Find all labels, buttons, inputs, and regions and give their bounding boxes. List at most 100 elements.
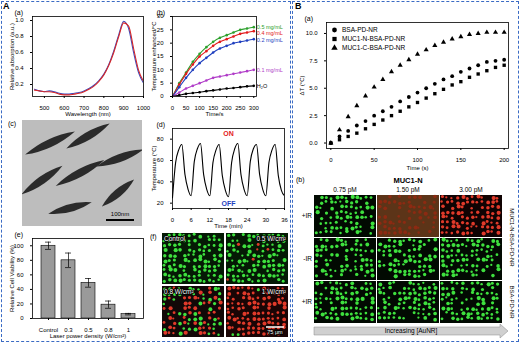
svg-text:40: 40 — [157, 179, 164, 185]
svg-text:0.1 mg/mL: 0.1 mg/mL — [257, 67, 283, 73]
svg-text:0.4 mg/mL: 0.4 mg/mL — [257, 30, 283, 36]
svg-text:50: 50 — [183, 105, 190, 111]
svg-text:20: 20 — [157, 40, 164, 46]
svg-text:0.2 mg/mL: 0.2 mg/mL — [257, 37, 283, 43]
svg-text:0: 0 — [171, 217, 175, 223]
svg-text:36: 36 — [281, 217, 288, 223]
svg-text:1.50 pM: 1.50 pM — [396, 186, 420, 194]
html-text:150 200: 150 200 — [208, 104, 232, 111]
svg-text:900: 900 — [119, 105, 130, 111]
svg-text:80: 80 — [157, 136, 164, 142]
svg-text:150: 150 — [456, 157, 467, 163]
svg-text:H₂O: H₂O — [257, 83, 268, 89]
svg-text:Time (min): Time (min) — [214, 223, 242, 229]
svg-text:(d): (d) — [157, 121, 166, 129]
svg-text:60: 60 — [157, 157, 164, 163]
svg-text:(a): (a) — [305, 15, 314, 23]
svg-text:Relative Cell Viability (%): Relative Cell Viability (%) — [9, 245, 15, 312]
svg-text:1000: 1000 — [137, 105, 151, 111]
svg-text:(b): (b) — [296, 176, 305, 184]
svg-text:MUC1-N-BSA-PD-NR: MUC1-N-BSA-PD-NR — [509, 208, 515, 267]
svg-text:700: 700 — [79, 104, 89, 111]
svg-text:50: 50 — [371, 157, 378, 163]
html-text:BSA-PD-NR: BSA-PD-NR — [342, 26, 378, 33]
svg-text:10: 10 — [157, 67, 164, 73]
svg-text:0: 0 — [171, 105, 175, 111]
svg-text:250: 250 — [235, 105, 246, 111]
svg-text:600: 600 — [59, 104, 70, 111]
svg-text:2.5: 2.5 — [309, 113, 318, 119]
svg-text:5.0: 5.0 — [309, 85, 318, 91]
svg-text:24: 24 — [244, 217, 251, 223]
svg-text:Wavelength (nm): Wavelength (nm) — [65, 111, 110, 117]
svg-text:MUC1-N: MUC1-N — [393, 176, 422, 185]
svg-text:0.6: 0.6 — [15, 49, 24, 55]
svg-text:20: 20 — [157, 200, 164, 206]
svg-text:15: 15 — [157, 53, 164, 59]
svg-text:12: 12 — [206, 217, 213, 223]
svg-text:0.5 W/cm²: 0.5 W/cm² — [256, 235, 286, 242]
svg-text:1 W/cm²: 1 W/cm² — [262, 288, 287, 295]
svg-text:10.0: 10.0 — [306, 30, 318, 36]
svg-text:Increasing [AuNR]: Increasing [AuNR] — [385, 327, 438, 335]
svg-text:-IR: -IR — [303, 255, 312, 262]
svg-text:30: 30 — [262, 217, 269, 223]
svg-text:200: 200 — [499, 157, 510, 163]
svg-text:40: 40 — [17, 286, 24, 292]
svg-text:(c): (c) — [8, 120, 16, 128]
svg-text:18: 18 — [225, 216, 232, 223]
svg-text:500: 500 — [39, 105, 50, 111]
svg-text:+IR: +IR — [302, 212, 313, 219]
svg-text:100: 100 — [412, 157, 423, 163]
svg-text:1: 1 — [127, 327, 131, 333]
svg-text:0.8: 0.8 — [104, 326, 113, 333]
svg-text:1.0: 1.0 — [15, 17, 24, 23]
svg-text:(f): (f) — [150, 233, 157, 241]
svg-text:80: 80 — [17, 257, 24, 263]
svg-text:60: 60 — [17, 272, 24, 278]
svg-text:ΔT (°C): ΔT (°C) — [299, 76, 305, 96]
svg-text:0: 0 — [329, 157, 333, 163]
svg-text:0.8 W/cm²: 0.8 W/cm² — [164, 288, 194, 295]
svg-text:100: 100 — [13, 243, 24, 249]
svg-text:0.0: 0.0 — [309, 140, 318, 146]
svg-text:Relative absorption (a.u.): Relative absorption (a.u.) — [9, 23, 15, 90]
svg-text:6: 6 — [189, 217, 193, 223]
svg-text:Laser power density (W/cm²): Laser power density (W/cm²) — [50, 333, 127, 339]
svg-text:OFF: OFF — [222, 200, 237, 207]
html-text:A: A — [3, 1, 10, 11]
svg-text:800: 800 — [98, 104, 109, 111]
svg-text:100: 100 — [195, 105, 206, 111]
svg-text:20: 20 — [17, 301, 24, 307]
svg-text:25: 25 — [157, 27, 164, 33]
svg-text:Time (s): Time (s) — [407, 165, 429, 171]
svg-text:0.4: 0.4 — [15, 65, 24, 71]
svg-text:BSA-PD-NR: BSA-PD-NR — [509, 285, 515, 319]
svg-text:0.5: 0.5 — [84, 326, 93, 333]
svg-text:Temperature (°C): Temperature (°C) — [151, 145, 157, 191]
svg-text:3.00 pM: 3.00 pM — [459, 186, 483, 194]
svg-text:75 μm: 75 μm — [267, 329, 283, 335]
svg-text:Control: Control — [164, 235, 186, 242]
svg-text:ON: ON — [223, 130, 234, 137]
svg-text:30: 30 — [156, 13, 164, 20]
svg-text:(b): (b) — [157, 9, 166, 17]
svg-text:0: 0 — [160, 93, 164, 99]
svg-text:5: 5 — [160, 80, 164, 86]
svg-text:(e): (e) — [15, 231, 24, 239]
svg-text:Time/s: Time/s — [206, 111, 224, 117]
svg-text:0.5 mg/mL: 0.5 mg/mL — [257, 24, 283, 30]
svg-text:Control: Control — [38, 326, 59, 333]
svg-text:0.3: 0.3 — [64, 326, 73, 333]
svg-text:+IR: +IR — [302, 298, 313, 305]
svg-text:0.75 pM: 0.75 pM — [333, 186, 357, 194]
html-text:B: B — [295, 1, 302, 11]
svg-text:0.2: 0.2 — [15, 81, 24, 87]
svg-text:Temperature enhanced/°C: Temperature enhanced/°C — [151, 21, 157, 92]
svg-text:100nm: 100nm — [111, 211, 129, 217]
svg-text:0: 0 — [20, 315, 24, 321]
svg-text:300: 300 — [249, 105, 260, 111]
svg-text:7.5: 7.5 — [309, 58, 318, 64]
svg-text:(a): (a) — [15, 9, 24, 17]
svg-text:0.8: 0.8 — [15, 33, 24, 39]
